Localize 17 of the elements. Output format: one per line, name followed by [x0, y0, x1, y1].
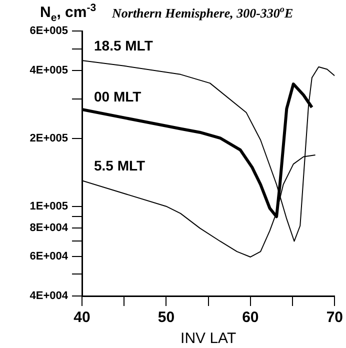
y-tick-label: 1E+005	[30, 200, 68, 212]
x-tick-label: 50	[158, 309, 175, 326]
series-label: 5.5 MLT	[94, 158, 146, 174]
x-tick-label: 70	[326, 309, 343, 326]
x-tick-label: 40	[74, 309, 90, 326]
y-tick-label: 4E+004	[30, 290, 69, 302]
x-tick-label: 60	[242, 309, 259, 326]
y-axis-title: N$_{e}$, cm$^{-3}$	[40, 2, 96, 24]
y-tick-label: 8E+004	[30, 222, 69, 234]
y-tick-label: 6E+005	[30, 25, 68, 38]
series-label: 18.5 MLT	[94, 37, 154, 54]
y-tick-label: 4E+005	[30, 64, 68, 77]
series-label: 00 MLT	[94, 88, 142, 104]
y-tick-label: 2E+005	[30, 132, 68, 145]
chart-title: Northern Hemisphere, 300-330$^{o}$E	[112, 4, 294, 22]
y-tick-label: 6E+004	[30, 250, 69, 262]
x-axis-title: INV LAT	[180, 330, 236, 348]
